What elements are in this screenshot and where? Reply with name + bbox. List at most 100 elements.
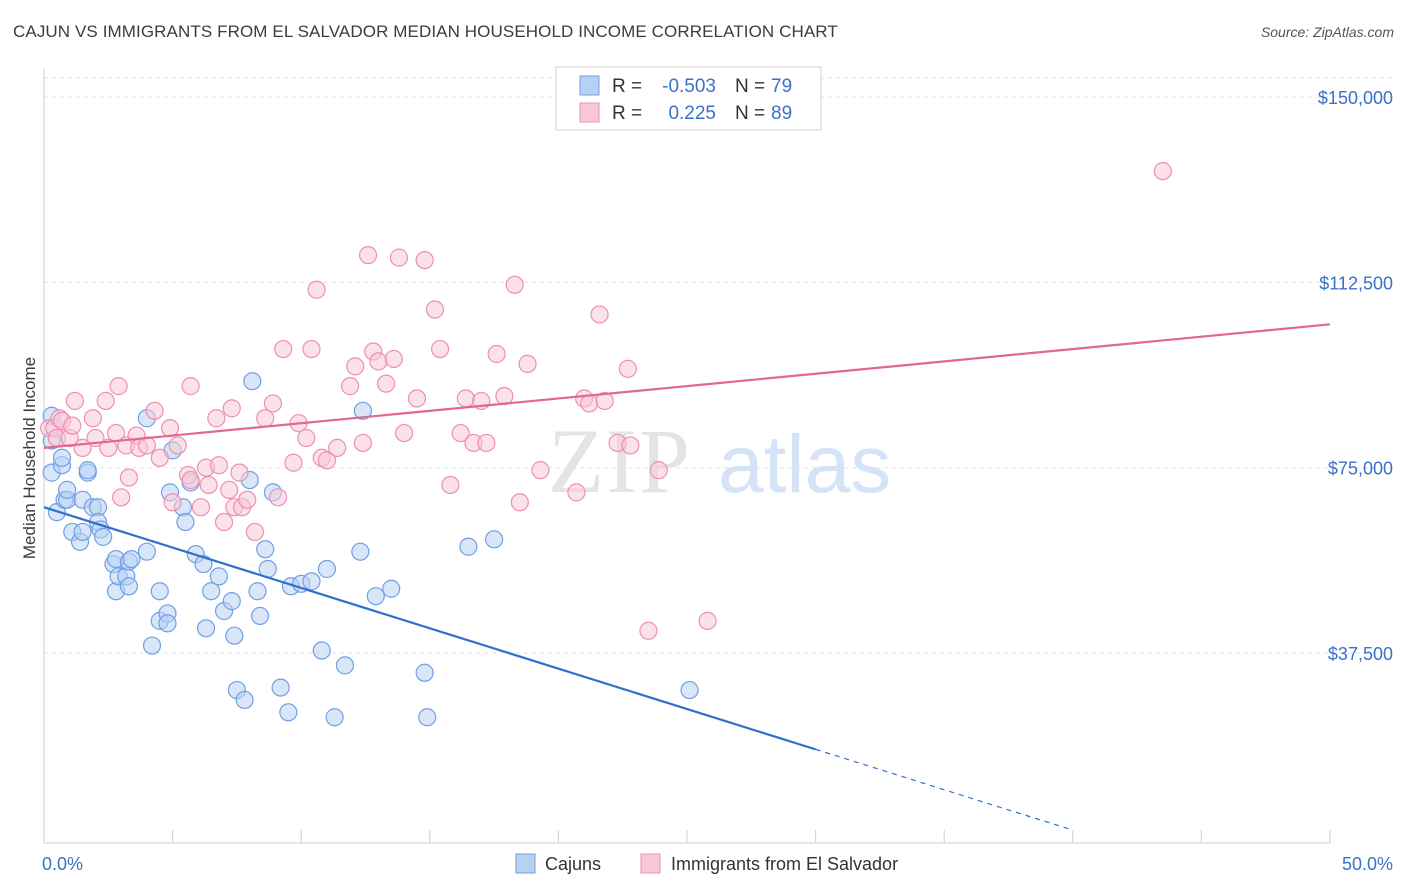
trend-line-el-salvador (43, 323, 1331, 449)
source-credit: Source: ZipAtlas.com (1260, 24, 1394, 40)
cajun-point (235, 690, 254, 710)
cajun-point (366, 587, 385, 606)
el-salvador-point (222, 399, 241, 418)
trend-line-cajuns-extension (815, 748, 1073, 831)
cajun-point (137, 542, 156, 561)
bottom-legend-swatch-cajuns (515, 853, 536, 874)
el-salvador-point (145, 401, 164, 420)
cajun-point (459, 537, 478, 556)
el-salvador-point (698, 611, 717, 630)
watermark: ZIP atlas (548, 410, 891, 512)
el-salvador-point (63, 416, 82, 435)
y-axis-label: Median Household Income (20, 357, 39, 559)
cajun-point (302, 572, 321, 591)
el-salvador-point (425, 300, 445, 319)
el-salvador-point (263, 394, 283, 413)
el-salvador-point (415, 250, 434, 270)
el-salvador-point (456, 389, 475, 408)
el-salvador-point (274, 339, 293, 359)
el-salvador-point (487, 344, 506, 364)
cajun-point (325, 708, 344, 727)
legend-n-label-el-salvador: N = (735, 103, 765, 124)
bottom-legend: Cajuns Immigrants from El Salvador (515, 853, 898, 874)
el-salvador-point (328, 438, 347, 457)
cajun-point (158, 614, 177, 633)
el-salvador-point (595, 391, 614, 411)
el-salvador-point (495, 386, 514, 406)
cajun-point (225, 626, 244, 645)
cajun-point (335, 656, 355, 675)
cajun-point (222, 592, 241, 611)
cajun-point (418, 708, 437, 727)
el-salvador-point (199, 475, 218, 495)
y-tick-label: $112,500 (1319, 273, 1393, 293)
el-salvador-point (649, 461, 668, 480)
el-salvador-point (209, 456, 228, 475)
el-salvador-point (451, 423, 470, 443)
cajun-point (94, 527, 113, 546)
cajun-point (209, 567, 228, 586)
legend-r-value-cajuns: -0.503 (662, 76, 716, 97)
cajun-point (271, 678, 290, 697)
legend-swatch-cajuns (579, 75, 600, 96)
el-salvador-point (358, 246, 378, 265)
cajun-point (382, 579, 401, 598)
y-tick-label: $37,500 (1328, 644, 1393, 664)
el-salvador-point (96, 391, 115, 411)
el-salvador-point (639, 621, 658, 640)
el-salvador-point (618, 359, 637, 378)
el-salvador-point (99, 438, 118, 457)
cajun-point (73, 522, 92, 542)
el-salvador-point (505, 275, 524, 294)
el-salvador-point (109, 377, 128, 396)
series-el-salvador-points (40, 162, 1172, 640)
el-salvador-point (376, 374, 396, 393)
cajun-point (78, 461, 97, 480)
el-salvador-point (302, 339, 321, 359)
el-salvador-point (119, 468, 138, 487)
cajun-point (351, 542, 370, 561)
el-salvador-point (430, 339, 450, 359)
el-salvador-point (160, 419, 180, 438)
cajun-point (202, 582, 221, 601)
bottom-legend-label-el-salvador: Immigrants from El Salvador (671, 854, 898, 874)
el-salvador-point (214, 512, 234, 532)
legend-r-label-el-salvador: R = (612, 103, 642, 124)
trend-line-cajuns (43, 506, 816, 751)
cajun-point (52, 448, 72, 467)
cajun-point (279, 703, 298, 722)
axes (43, 68, 1331, 844)
cajun-point (256, 540, 275, 559)
cajun-point (119, 577, 138, 596)
el-salvador-point (245, 522, 265, 542)
el-salvador-point (181, 470, 200, 490)
el-salvador-point (220, 480, 239, 500)
el-salvador-point (65, 391, 84, 411)
el-salvador-point (297, 428, 316, 448)
cajun-point (415, 663, 434, 682)
el-salvador-point (621, 436, 640, 455)
x-tick-label: 50.0% (1342, 854, 1393, 874)
el-salvador-point (112, 488, 131, 507)
el-salvador-point (407, 389, 427, 408)
cajun-point (176, 512, 195, 532)
cajun-point (353, 401, 373, 420)
el-salvador-point (580, 394, 599, 413)
cajun-point (680, 680, 699, 700)
legend-n-label-cajuns: N = (735, 76, 765, 97)
bottom-legend-label-cajuns: Cajuns (545, 854, 601, 874)
tick-labels: $150,000 $112,500 $75,000 $37,500 0.0% 50.0% (42, 88, 1393, 874)
el-salvador-point (518, 354, 537, 373)
cajun-point (248, 582, 267, 601)
cajun-point (150, 582, 169, 601)
el-salvador-point (389, 248, 409, 267)
cajun-point (485, 530, 504, 549)
el-salvador-point (394, 423, 414, 443)
el-salvador-point (83, 409, 102, 428)
el-salvador-point (369, 352, 388, 371)
el-salvador-point (150, 448, 169, 467)
el-salvador-point (340, 377, 360, 396)
grid-lines (44, 77, 1394, 654)
el-salvador-point (531, 461, 550, 480)
